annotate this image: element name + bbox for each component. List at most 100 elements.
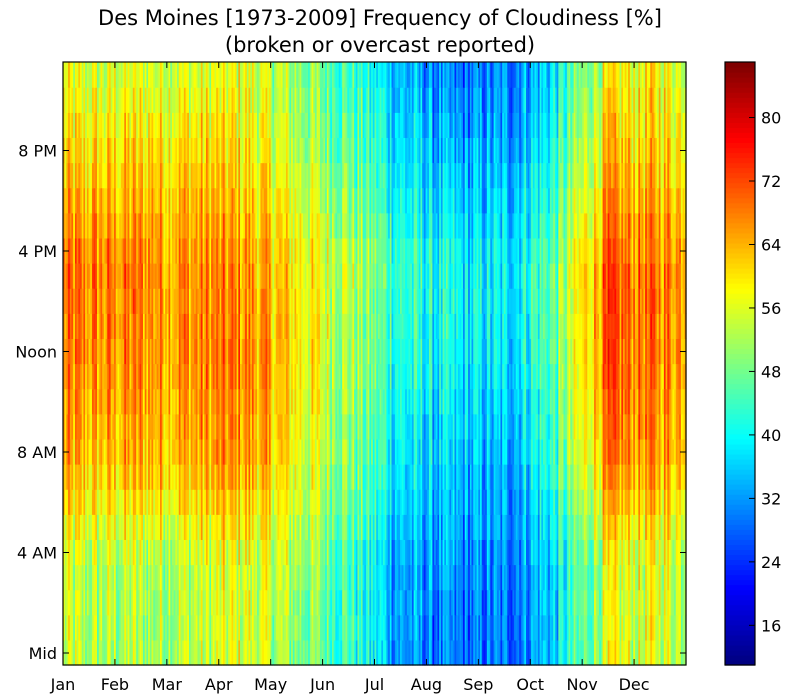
heatmap-cell [459,489,462,515]
heatmap-cell [514,338,517,365]
heatmap-cell [194,388,197,415]
heatmap-cell [187,464,190,490]
heatmap-cell [623,639,626,666]
heatmap-cell [139,313,142,339]
heatmap-cell [165,338,168,365]
heatmap-cell [571,564,575,591]
heatmap-cell [350,413,353,440]
heatmap-cell [120,614,124,641]
heatmap-cell [464,564,468,591]
heatmap-cell [166,639,170,666]
heatmap-cell [439,438,442,465]
heatmap-cell [578,514,582,540]
heatmap-cell [594,564,597,591]
heatmap-cell [108,338,112,365]
heatmap-cell [277,464,280,490]
heatmap-cell [527,514,530,540]
heatmap-cell [435,413,439,440]
heatmap-cell [427,464,430,490]
heatmap-cell [617,564,621,591]
heatmap-cell [265,313,268,339]
heatmap-cell [553,614,556,641]
heatmap-cell [333,388,336,415]
heatmap-cell [456,413,459,440]
heatmap-cell [561,413,565,440]
heatmap-cell [580,539,583,566]
heatmap-cell [236,489,239,515]
heatmap-cell [323,388,326,415]
heatmap-cell [578,489,582,515]
heatmap-cell [151,539,154,566]
heatmap-cell [129,438,132,465]
heatmap-cell [335,464,338,490]
heatmap-cell [296,363,299,390]
heatmap-cell [558,338,561,365]
heatmap-cell [304,388,308,415]
heatmap-cell [650,589,653,616]
heatmap-cell [98,438,102,465]
heatmap-cell [194,514,197,540]
heatmap-cell [257,338,260,365]
heatmap-cell [326,388,330,415]
heatmap-cell [667,564,670,591]
heatmap-cell [626,464,629,490]
heatmap-cell [292,489,296,515]
heatmap-cell [582,514,585,540]
heatmap-cell [430,388,433,415]
heatmap-cell [177,539,180,566]
heatmap-cell [417,388,420,415]
heatmap-cell [207,489,210,515]
heatmap-cell [582,338,585,365]
heatmap-cell [679,564,682,591]
heatmap-cell [345,614,348,641]
heatmap-cell [476,363,479,390]
heatmap-cell [563,464,566,490]
heatmap-cell [418,388,422,415]
heatmap-cell [565,614,568,641]
heatmap-cell [534,589,537,616]
heatmap-cell [357,313,360,339]
heatmap-cell [103,438,107,465]
heatmap-cell [342,589,345,616]
heatmap-cell [69,639,73,666]
heatmap-cell [459,438,462,465]
heatmap-cell [595,464,599,490]
heatmap-cell [389,514,393,540]
heatmap-cell [93,639,96,666]
heatmap-cell [490,564,493,591]
heatmap-cell [668,338,672,365]
heatmap-cell [503,388,507,415]
heatmap-cell [102,438,105,465]
heatmap-cell [212,464,216,490]
heatmap-cell [401,539,405,566]
heatmap-cell [498,614,502,641]
heatmap-cell [388,363,391,390]
heatmap-cell [393,639,396,666]
heatmap-cell [422,313,425,339]
heatmap-cell [505,338,508,365]
heatmap-cell [328,464,331,490]
heatmap-cell [497,539,500,566]
heatmap-cell [85,363,88,390]
heatmap-cell [143,639,146,666]
heatmap-cell [611,614,614,641]
heatmap-cell [359,539,362,566]
heatmap-cell [488,388,491,415]
heatmap-cell [607,639,610,666]
heatmap-cell [491,639,495,666]
heatmap-cell [275,438,279,465]
heatmap-cell [367,489,370,515]
heatmap-cell [478,363,481,390]
heatmap-cell [294,438,297,465]
heatmap-cell [311,464,314,490]
heatmap-cell [190,489,193,515]
heatmap-cell [263,363,267,390]
heatmap-cell [662,539,665,566]
heatmap-cell [83,489,86,515]
heatmap-cell [211,539,214,566]
heatmap-cell [251,589,255,616]
heatmap-cell [667,438,670,465]
heatmap-cell [398,338,401,365]
heatmap-cell [668,514,672,540]
heatmap-cell [600,388,604,415]
